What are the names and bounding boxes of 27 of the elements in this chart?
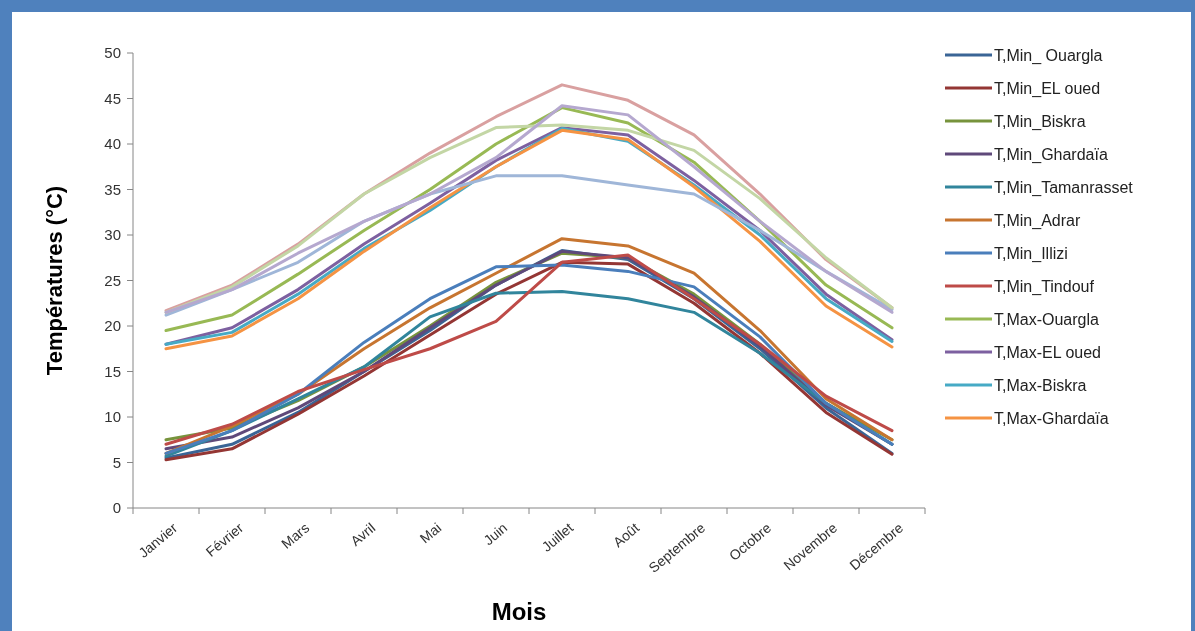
legend-label: T,Max-EL oued xyxy=(994,343,1102,361)
y-tick-label: 30 xyxy=(104,226,121,244)
legend-label: T,Min_Biskra xyxy=(994,112,1086,131)
legend-label: T,Min_Adrar xyxy=(994,211,1081,230)
legend-label: T,Min_Tindouf xyxy=(994,277,1095,296)
legend-label: T,Min_ Ouargla xyxy=(994,46,1103,65)
y-tick-label: 45 xyxy=(104,89,121,107)
legend-label: T,Max-Biskra xyxy=(994,376,1087,394)
y-tick-label: 15 xyxy=(104,362,121,380)
x-axis-title: Mois xyxy=(491,598,547,625)
legend-label: T,Min_Tamanrasset xyxy=(994,178,1134,197)
x-tick-label: Juin xyxy=(480,519,511,549)
legend-label: T,Max-Ouargla xyxy=(994,310,1100,328)
legend-label: T,Max-Ghardaïa xyxy=(994,409,1109,427)
y-tick-label: 50 xyxy=(104,44,121,62)
y-tick-label: 40 xyxy=(104,135,121,153)
legend-label: T,Min_EL oued xyxy=(994,79,1101,98)
y-tick-label: 10 xyxy=(104,408,121,426)
y-axis-title: Températures (°C) xyxy=(42,185,67,376)
y-tick-label: 5 xyxy=(112,453,121,471)
y-tick-label: 25 xyxy=(104,271,121,289)
y-tick-label: 20 xyxy=(104,317,121,335)
legend-label: T,Min_Ghardaïa xyxy=(994,145,1108,164)
x-tick-label: Mai xyxy=(416,519,445,547)
y-tick-label: 0 xyxy=(112,499,121,517)
legend-label: T,Min_Illizi xyxy=(994,244,1068,263)
y-tick-label: 35 xyxy=(104,180,121,198)
